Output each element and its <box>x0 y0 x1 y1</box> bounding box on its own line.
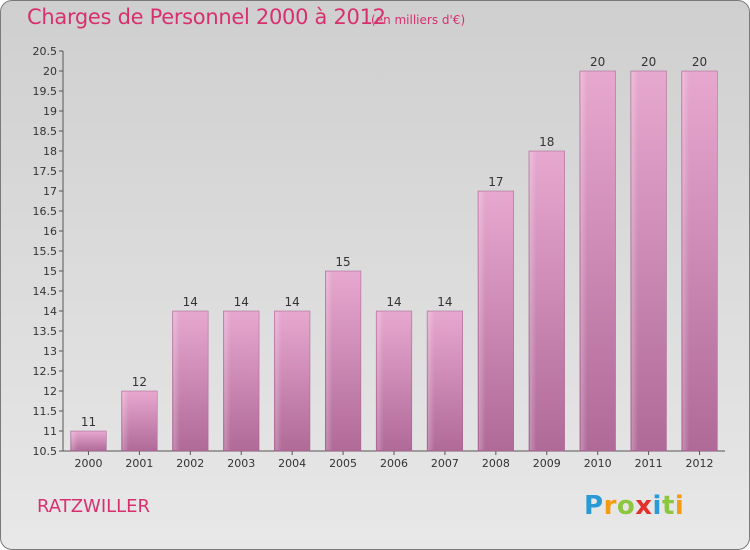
logo-letter: t <box>661 491 675 521</box>
y-tick-label: 15 <box>43 265 57 278</box>
y-tick-label: 17 <box>43 185 57 198</box>
bar-highlight <box>122 392 129 450</box>
bar-highlight <box>479 192 486 450</box>
bar-highlight <box>275 312 282 450</box>
y-tick-label: 12.5 <box>33 365 58 378</box>
x-tick-label: 2003 <box>227 457 255 470</box>
bar <box>70 430 107 452</box>
data-label: 20 <box>641 55 656 69</box>
x-tick-label: 2000 <box>74 457 102 470</box>
data-label: 15 <box>335 255 350 269</box>
y-tick-label: 12 <box>43 385 57 398</box>
x-tick-label: 2011 <box>635 457 663 470</box>
bar-highlight <box>682 72 690 450</box>
data-label: 11 <box>81 415 96 429</box>
x-tick-label: 2002 <box>176 457 204 470</box>
logo-letter: P <box>584 491 604 521</box>
data-label: 14 <box>285 295 300 309</box>
bar-highlight <box>631 72 639 450</box>
data-label: 18 <box>539 135 554 149</box>
logo-letter: i <box>652 491 662 521</box>
bar-highlight <box>428 312 435 450</box>
logo-letter: i <box>674 491 685 521</box>
bar-highlight <box>377 312 384 450</box>
chart-title: Charges de Personnel 2000 à 2012 <box>27 5 386 29</box>
bar-highlight <box>580 72 588 450</box>
x-tick-label: 2006 <box>380 457 408 470</box>
y-tick-label: 11 <box>43 425 57 438</box>
proxiti-logo: Proxiti <box>584 491 684 521</box>
data-label: 14 <box>183 295 198 309</box>
data-label: 14 <box>234 295 249 309</box>
y-tick-label: 19.5 <box>33 85 58 98</box>
y-tick-label: 20 <box>43 65 57 78</box>
y-tick-label: 11.5 <box>33 405 58 418</box>
data-label: 14 <box>437 295 452 309</box>
y-tick-label: 13.5 <box>33 325 58 338</box>
logo-letter: x <box>635 491 653 521</box>
data-label: 14 <box>386 295 401 309</box>
y-tick-label: 10.5 <box>33 445 58 458</box>
x-tick-label: 2001 <box>125 457 153 470</box>
x-tick-label: 2008 <box>482 457 510 470</box>
commune-name: RATZWILLER <box>37 496 151 517</box>
y-tick-label: 16.5 <box>33 205 58 218</box>
y-tick-label: 13 <box>43 345 57 358</box>
x-tick-label: 2007 <box>431 457 459 470</box>
data-label: 17 <box>488 175 503 189</box>
data-label: 20 <box>590 55 605 69</box>
y-tick-label: 17.5 <box>33 165 58 178</box>
x-tick-label: 2009 <box>533 457 561 470</box>
y-tick-label: 15.5 <box>33 245 58 258</box>
data-label: 20 <box>692 55 707 69</box>
y-tick-label: 19 <box>43 105 57 118</box>
data-label: 12 <box>132 375 147 389</box>
bar-highlight <box>224 312 231 450</box>
logo-letter: o <box>616 491 636 521</box>
bar-highlight <box>529 152 537 450</box>
bar-highlight <box>326 272 333 450</box>
x-tick-label: 2004 <box>278 457 306 470</box>
y-tick-label: 18.5 <box>33 125 58 138</box>
logo-letter: r <box>603 491 617 521</box>
y-tick-label: 16 <box>43 225 57 238</box>
bar-highlight <box>173 312 180 450</box>
y-tick-label: 20.5 <box>33 45 58 58</box>
y-tick-label: 14 <box>43 305 57 318</box>
x-tick-label: 2012 <box>686 457 714 470</box>
chart-subtitle: (en milliers d'€) <box>371 13 466 27</box>
x-tick-label: 2010 <box>584 457 612 470</box>
y-tick-label: 18 <box>43 145 57 158</box>
x-tick-label: 2005 <box>329 457 357 470</box>
y-tick-label: 14.5 <box>33 285 58 298</box>
bar-highlight <box>71 432 79 450</box>
